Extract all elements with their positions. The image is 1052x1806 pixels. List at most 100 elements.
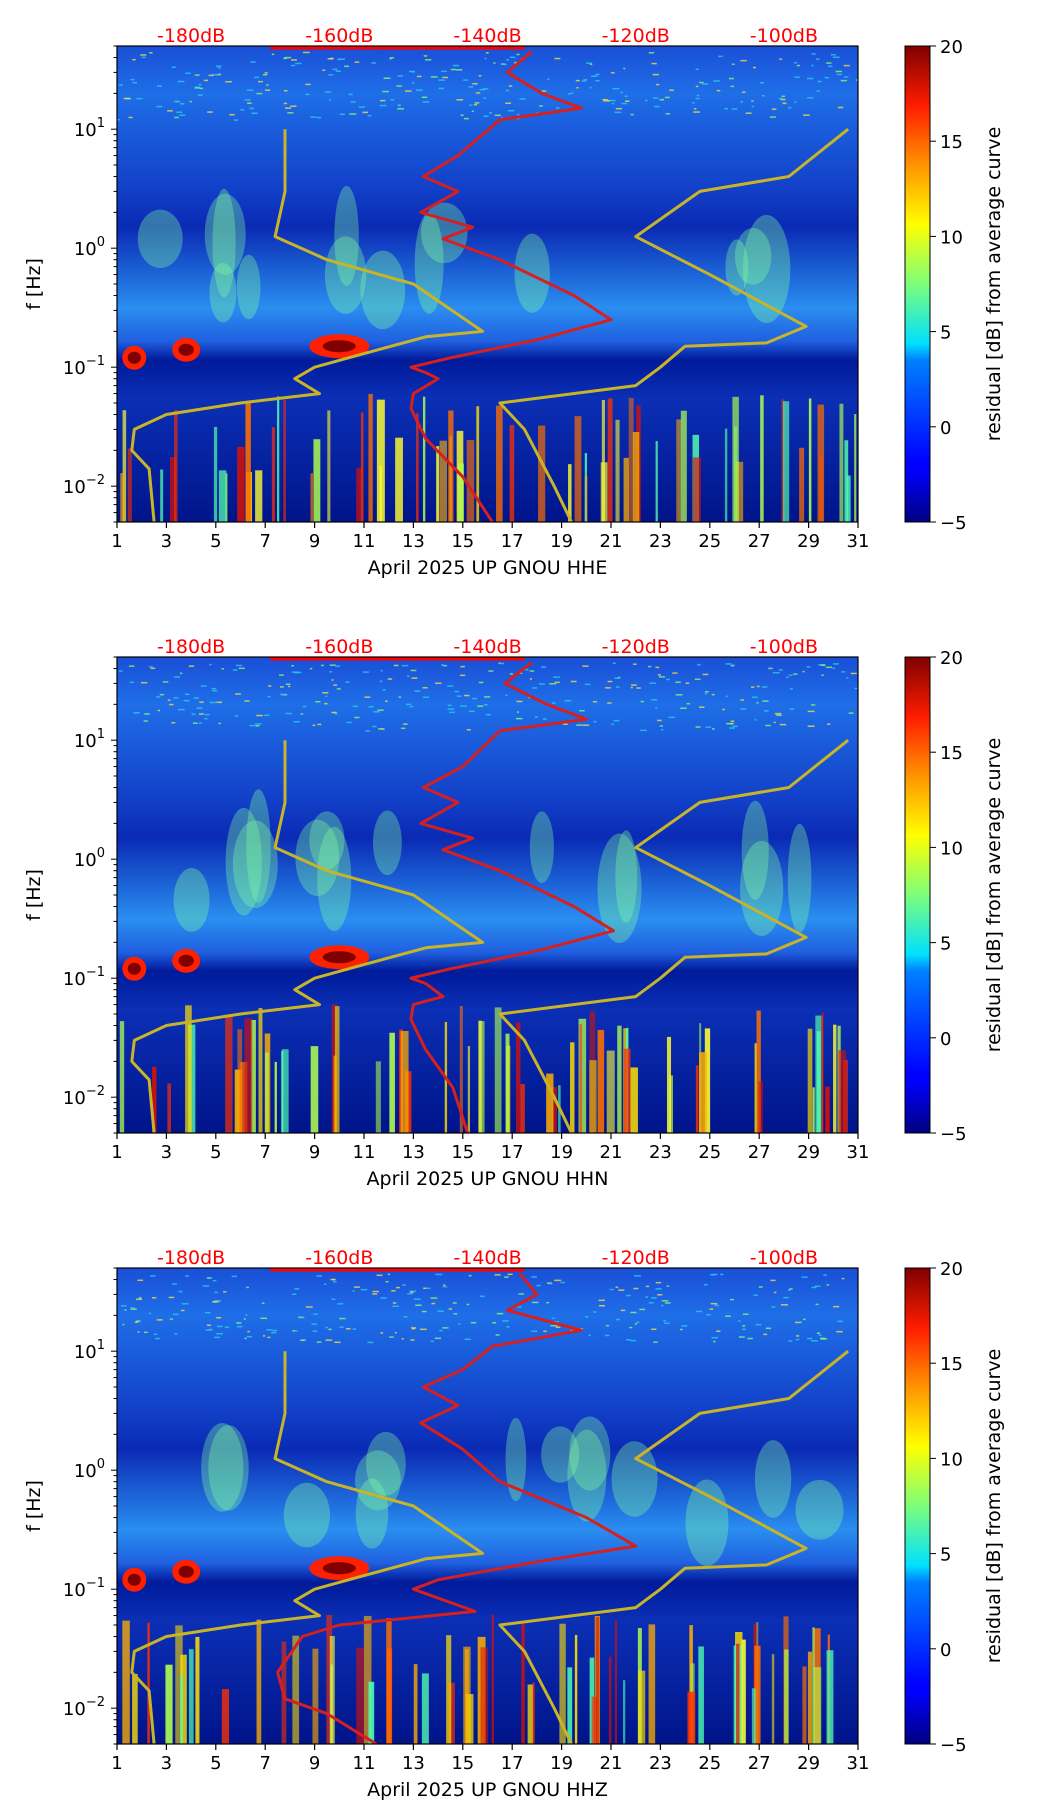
heatmap-streak [479,1021,485,1133]
heatmap-streak [838,1050,847,1133]
heatmap-cell [214,1291,218,1294]
heatmap-cell [159,693,165,696]
x-tick-label: 23 [649,1142,672,1163]
heatmap-cell [543,1330,547,1333]
x-tick-label: 31 [847,1753,870,1774]
heatmap-cell [283,102,288,105]
heatmap-cell [665,112,670,115]
y-tick-label: 10−1 [63,965,105,990]
heatmap-cell [305,93,310,96]
heatmap-cell [679,1328,683,1331]
heatmap-cell [331,679,334,681]
heatmap-cell [493,62,496,64]
heatmap-cell [661,1300,669,1302]
heatmap-plume [201,1423,244,1512]
heatmap-cell [523,668,529,671]
heatmap-cell [463,694,470,697]
heatmap-cell [840,79,848,82]
heatmap-cell [740,59,747,62]
x-tick-label: 3 [161,531,172,552]
heatmap-cell [729,727,735,729]
heatmap-cell [591,75,598,77]
heatmap-cell [261,1302,265,1304]
heatmap-streak [578,1018,587,1133]
heatmap-cell [633,1287,639,1290]
heatmap-cell [364,696,371,698]
heatmap-streak [271,427,275,522]
heatmap-cell [279,693,287,696]
heatmap-cell [701,83,709,85]
heatmap-streak [623,1048,631,1133]
heatmap-cell [237,1325,243,1328]
heatmap-streak [132,1673,138,1744]
heatmap-plume [514,233,550,313]
heatmap-cell [769,116,776,118]
heatmap-cell [447,704,452,707]
heatmap-streak [255,470,263,522]
heatmap-streak [175,1625,183,1744]
y-tick-label: 10−1 [63,1576,105,1601]
heatmap-cell [731,63,735,66]
heatmap-cell [716,1330,721,1332]
colorbar [904,656,931,1134]
x-tick-label: 27 [748,1753,771,1774]
heatmap-cell [302,705,307,708]
heatmap-streak [821,1012,824,1133]
heatmap-cell [321,664,324,667]
y-axis-label: f [Hz] [23,869,45,921]
heatmap-cell [137,1279,144,1282]
heatmap-cell [483,704,488,706]
heatmap-cell [249,107,254,110]
heatmap-cell [401,727,406,730]
y-tick-label: 10−2 [63,1084,105,1109]
heatmap-cell [640,729,647,732]
heatmap-cell [181,1303,189,1305]
y-tick-label: 100 [74,846,105,871]
heatmap-cell [191,713,196,715]
heatmap-cell [645,1296,649,1298]
heatmap-cell [710,1273,716,1276]
heatmap-cell [215,65,222,68]
colorbar-tick-label: 10 [940,1449,963,1470]
heatmap-cell [334,1341,341,1344]
heatmap-cell [372,725,377,728]
heatmap-cell [474,102,480,104]
heatmap-streak [638,1670,646,1744]
heatmap-cell [235,693,241,695]
x-axis-label: April 2025 UP GNOU HHN [367,1168,609,1190]
heatmap-cell [752,696,758,699]
heatmap-cell [693,108,697,110]
heatmap-cell [236,1322,242,1324]
heatmap-cell [550,1325,558,1327]
x-tick-label: 5 [210,531,221,552]
heatmap-streak [826,1650,834,1744]
heatmap-cell [389,1336,394,1338]
heatmap-cell [136,97,143,100]
heatmap-cell [745,112,752,114]
heatmap-cell [825,666,833,669]
heatmap-plume [567,1429,607,1522]
heatmap-cell [652,73,659,76]
heatmap-plume [740,840,784,937]
heatmap-cell [810,1340,818,1342]
heatmap-streak [784,1649,789,1744]
heatmap-cell [403,723,408,725]
x-tick-label: 21 [600,1753,623,1774]
heatmap-cell [194,87,201,89]
heatmap-plume [742,214,791,324]
heatmap-cell [380,1332,384,1334]
heatmap-streak [180,1675,183,1744]
heatmap-cell [174,1333,178,1335]
heatmap-cell [279,686,284,688]
heatmap-cell [836,1330,843,1333]
heatmap-cell [144,713,150,715]
heatmap-cell [119,670,123,672]
heatmap-streak [421,1673,429,1744]
heatmap-cell [458,1323,461,1325]
heatmap-cell [447,685,454,687]
heatmap-cell [710,1302,718,1305]
heatmap-streak [756,1010,761,1133]
heatmap-cell [291,665,294,667]
heatmap-cell [595,79,600,82]
heatmap-cell [468,86,474,88]
